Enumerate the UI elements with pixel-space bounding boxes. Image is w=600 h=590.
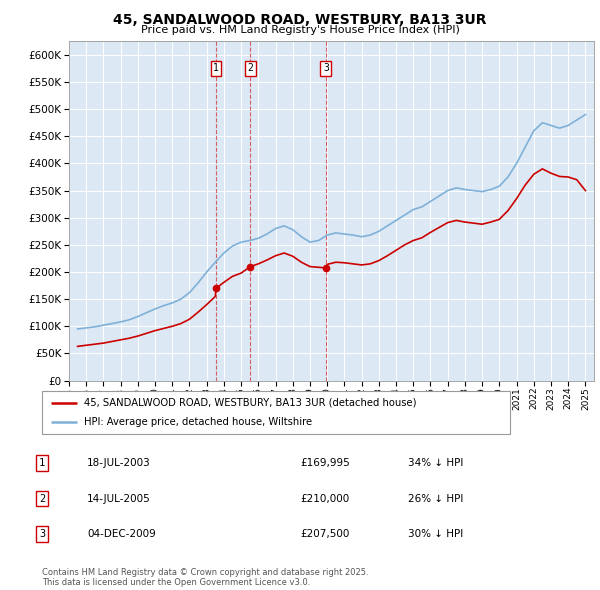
Text: 2: 2 (39, 494, 45, 503)
Text: 1: 1 (39, 458, 45, 468)
Text: 3: 3 (323, 64, 329, 73)
Text: Price paid vs. HM Land Registry's House Price Index (HPI): Price paid vs. HM Land Registry's House … (140, 25, 460, 35)
Text: 2: 2 (247, 64, 253, 73)
Text: £169,995: £169,995 (300, 458, 350, 468)
Text: 3: 3 (39, 529, 45, 539)
Text: 26% ↓ HPI: 26% ↓ HPI (408, 494, 463, 503)
Text: 34% ↓ HPI: 34% ↓ HPI (408, 458, 463, 468)
Text: 04-DEC-2009: 04-DEC-2009 (87, 529, 156, 539)
Text: 18-JUL-2003: 18-JUL-2003 (87, 458, 151, 468)
Text: 45, SANDALWOOD ROAD, WESTBURY, BA13 3UR: 45, SANDALWOOD ROAD, WESTBURY, BA13 3UR (113, 13, 487, 27)
Text: 45, SANDALWOOD ROAD, WESTBURY, BA13 3UR (detached house): 45, SANDALWOOD ROAD, WESTBURY, BA13 3UR … (84, 398, 416, 408)
Text: HPI: Average price, detached house, Wiltshire: HPI: Average price, detached house, Wilt… (84, 417, 312, 427)
Text: 30% ↓ HPI: 30% ↓ HPI (408, 529, 463, 539)
Text: £210,000: £210,000 (300, 494, 349, 503)
Text: 14-JUL-2005: 14-JUL-2005 (87, 494, 151, 503)
Text: 1: 1 (213, 64, 219, 73)
Text: Contains HM Land Registry data © Crown copyright and database right 2025.
This d: Contains HM Land Registry data © Crown c… (42, 568, 368, 587)
Text: £207,500: £207,500 (300, 529, 349, 539)
